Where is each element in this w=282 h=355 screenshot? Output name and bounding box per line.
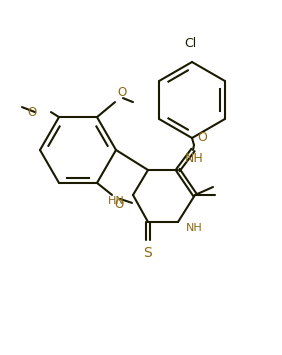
Text: Cl: Cl — [184, 37, 196, 50]
Text: NH: NH — [185, 152, 203, 165]
Text: S: S — [144, 246, 152, 260]
Text: HN: HN — [108, 196, 125, 206]
Text: O: O — [197, 131, 207, 144]
Text: O: O — [28, 105, 37, 119]
Text: O: O — [117, 86, 126, 99]
Text: NH: NH — [186, 223, 203, 233]
Text: O: O — [114, 198, 123, 211]
